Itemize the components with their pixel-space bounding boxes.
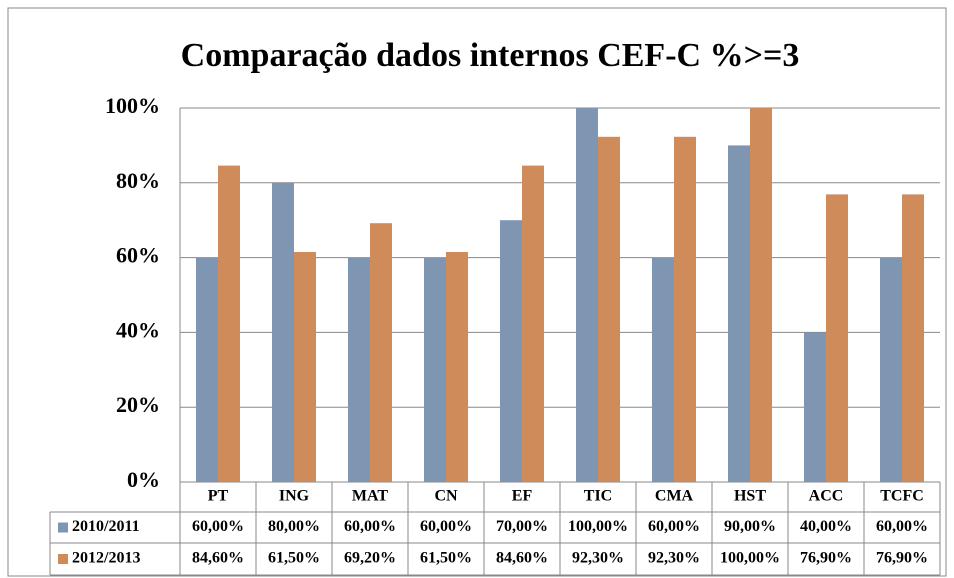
bar	[272, 182, 294, 483]
legend-swatch	[58, 522, 68, 533]
y-tick-label: 60%	[116, 243, 160, 268]
x-tick-label: ACC	[809, 488, 844, 505]
x-tick-label: CN	[434, 488, 458, 505]
table-value: 61,50%	[268, 550, 320, 567]
bar	[522, 165, 544, 482]
legend-label: 2012/2013	[72, 550, 140, 567]
x-tick-label: MAT	[352, 488, 388, 505]
table-value: 60,00%	[420, 518, 472, 535]
table-value: 60,00%	[876, 518, 928, 535]
table-value: 90,00%	[724, 518, 776, 535]
table-value: 92,30%	[572, 550, 624, 567]
bar	[370, 223, 392, 482]
y-tick-label: 20%	[116, 392, 160, 417]
table-value: 40,00%	[800, 518, 852, 535]
table-value: 60,00%	[344, 518, 396, 535]
table-value: 60,00%	[648, 518, 700, 535]
table-value: 70,00%	[496, 518, 548, 535]
bar	[446, 251, 468, 482]
bar	[880, 257, 902, 482]
bar	[218, 165, 240, 482]
bar	[728, 145, 750, 482]
table-value: 84,60%	[496, 550, 548, 567]
bar	[348, 257, 370, 482]
y-tick-label: 0%	[127, 467, 160, 492]
bar	[674, 136, 696, 482]
bar	[652, 257, 674, 482]
legend-swatch	[58, 554, 68, 564]
table-value: 60,00%	[192, 518, 244, 535]
table-value: 100,00%	[720, 550, 780, 567]
x-tick-label: HST	[734, 488, 766, 505]
table-value: 76,90%	[800, 550, 852, 567]
y-tick-label: 100%	[105, 93, 160, 118]
chart-border	[7, 7, 947, 577]
x-tick-label: TCFC	[880, 488, 924, 505]
table-value: 76,90%	[876, 550, 928, 567]
table-value: 69,20%	[344, 550, 396, 567]
bar	[902, 194, 924, 483]
x-tick-label: ING	[279, 488, 310, 505]
bar	[576, 108, 598, 482]
bar	[598, 136, 620, 482]
bar	[500, 220, 522, 482]
chart-title: Comparação dados internos CEF-C %>=3	[181, 37, 800, 74]
bar	[424, 257, 446, 482]
bar	[750, 108, 772, 482]
y-tick-label: 40%	[116, 317, 160, 342]
table-value: 80,00%	[268, 518, 320, 535]
table-value: 84,60%	[192, 550, 244, 567]
x-tick-label: EF	[512, 488, 533, 505]
bar	[196, 257, 218, 482]
bar	[826, 194, 848, 483]
table-value: 92,30%	[648, 550, 700, 567]
y-tick-label: 80%	[116, 168, 160, 193]
x-tick-label: PT	[208, 488, 229, 505]
x-tick-label: TIC	[584, 488, 612, 505]
table-value: 100,00%	[568, 518, 628, 535]
bar	[294, 251, 316, 482]
bar	[804, 332, 826, 482]
legend-label: 2010/2011	[72, 518, 140, 535]
table-value: 61,50%	[420, 550, 472, 567]
x-tick-label: CMA	[655, 488, 694, 505]
